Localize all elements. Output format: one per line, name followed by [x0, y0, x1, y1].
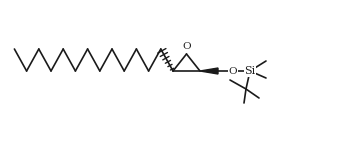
Text: O: O: [229, 66, 237, 76]
Polygon shape: [200, 68, 218, 74]
Text: O: O: [182, 42, 191, 51]
Text: Si: Si: [244, 66, 256, 76]
